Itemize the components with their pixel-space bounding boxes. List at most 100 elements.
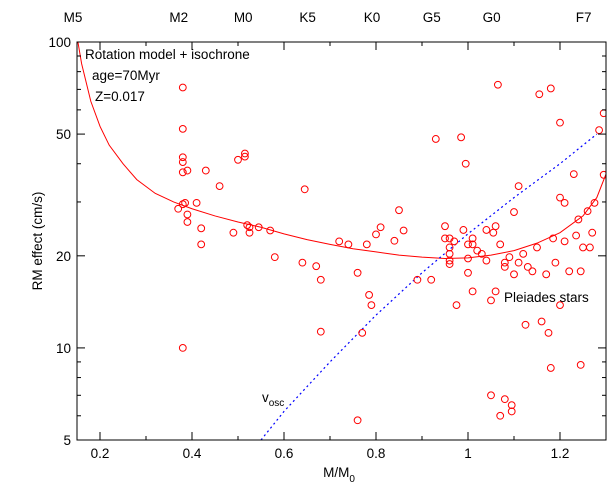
pleiades-star-point: [576, 267, 585, 276]
pleiades-star-point: [572, 231, 580, 240]
pleiades-star-point: [523, 263, 532, 271]
pleiades-star-point: [595, 126, 603, 135]
pleiades-star-point: [507, 407, 516, 416]
pleiades-star-point: [590, 198, 599, 207]
rotation-model-curve: [77, 42, 606, 260]
x-tick-label: 0.4: [183, 446, 202, 461]
pleiades-star-point: [245, 223, 254, 232]
pleiades-star-point: [300, 185, 309, 194]
pleiades-star-point: [192, 198, 201, 207]
pleiades-star-point: [514, 182, 523, 191]
pleiades-star-point: [376, 223, 385, 232]
pleiades-star-point: [445, 249, 454, 258]
x-tick-label: 0.8: [367, 446, 386, 461]
y-tick-label: 5: [63, 433, 71, 448]
spectral-type-label: G0: [483, 10, 501, 25]
pleiades-star-point: [505, 253, 514, 262]
pleiades-star-point: [461, 159, 470, 168]
pleiades-star-point: [468, 240, 477, 249]
pleiades-star-point: [507, 401, 516, 410]
pleiades-star-point: [588, 228, 597, 237]
pleiades-star-point: [579, 243, 587, 252]
pleiades-star-point: [178, 83, 187, 92]
pleiades-star-point: [441, 234, 449, 243]
pleiades-star-point: [229, 228, 238, 237]
axes: 0.2 0.4 0.6 0.8 1 1.2 5 10 20 50 100 M5 M2 M0 K5 K0 G5 G0…: [48, 10, 607, 461]
pleiades-star-point: [399, 226, 408, 235]
pleiades-star-point: [468, 287, 477, 296]
pleiades-star-point: [556, 301, 564, 310]
pleiades-star-point: [599, 170, 606, 179]
vosc-curve: [260, 133, 598, 440]
pleiades-star-point: [312, 262, 321, 271]
pleiades-star-point: [445, 260, 454, 268]
pleiades-star-point: [178, 153, 187, 162]
pleiades-star-point: [335, 237, 344, 246]
pleiades-star-point: [178, 158, 187, 166]
pleiades-star-point: [542, 270, 551, 279]
pleiades-star-point: [565, 267, 574, 276]
pleiades-star-point: [174, 204, 183, 213]
pleiades-star-point: [183, 210, 192, 219]
pleiades-star-point: [452, 301, 461, 310]
pleiades-star-point: [535, 90, 544, 99]
pleiades-star-point: [528, 267, 537, 276]
spectral-type-label: G5: [423, 10, 441, 25]
spectral-type-label: F7: [576, 10, 592, 25]
y-tick-label: 50: [56, 127, 71, 142]
pleiades-star-point: [583, 207, 592, 216]
pleiades-star-point: [473, 246, 482, 255]
annotation-model: Rotation model + isochrone: [85, 47, 250, 62]
pleiades-star-point: [494, 80, 502, 89]
pleiades-star-point: [491, 287, 500, 296]
pleiades-star-point: [546, 84, 555, 93]
pleiades-star-point: [413, 275, 422, 284]
pleiades-star-point: [441, 222, 449, 231]
x-tick-label: 1: [464, 446, 472, 461]
pleiades-star-point: [551, 258, 560, 267]
pleiades-star-point: [544, 328, 553, 337]
pleiades-star-point: [353, 416, 362, 425]
pleiades-star-point: [464, 240, 472, 249]
pleiades-star-point: [181, 198, 190, 207]
pleiades-star-point: [367, 301, 376, 310]
pleiades-star-point: [500, 258, 509, 267]
pleiades-star-point: [266, 226, 275, 235]
pleiades-star-point: [464, 254, 472, 263]
pleiades-star-point: [482, 256, 491, 265]
pleiades-star-point: [395, 206, 403, 215]
pleiades-star-point: [241, 152, 249, 161]
pleiades-star-point: [234, 155, 242, 164]
pleiades-star-point: [487, 296, 495, 305]
pleiades-star-point: [372, 230, 380, 239]
pleiades-star-point: [365, 291, 374, 299]
pleiades-star-point: [178, 124, 187, 133]
spectral-type-label: K5: [299, 10, 316, 25]
pleiades-star-point: [556, 118, 564, 127]
x-tick-label: 0.6: [275, 446, 294, 461]
pleiades-star-point: [178, 168, 187, 177]
pleiades-star-point: [576, 360, 585, 369]
pleiades-star-point: [560, 198, 569, 207]
pleiades-star-point: [450, 237, 459, 246]
pleiades-star-point: [546, 364, 555, 372]
pleiades-star-point: [201, 166, 210, 175]
x-axis-label: M/M0: [323, 465, 355, 485]
pleiades-star-point: [243, 221, 252, 230]
pleiades-star-point: [459, 226, 468, 234]
pleiades-star-point: [533, 243, 541, 252]
pleiades-star-point: [514, 258, 523, 267]
pleiades-star-point: [560, 237, 569, 246]
pleiades-star-point: [431, 135, 440, 143]
pleiades-star-point: [427, 275, 436, 284]
pleiades-star-point: [468, 234, 477, 243]
pleiades-star-point: [245, 228, 254, 237]
pleiades-star-point: [298, 258, 307, 267]
pleiades-star-point: [500, 263, 509, 271]
series-lines: [77, 42, 606, 440]
pleiades-star-point: [178, 344, 187, 352]
spectral-type-label: M5: [64, 10, 83, 25]
y-tick-label: 100: [48, 35, 71, 50]
pleiades-star-point: [197, 224, 206, 233]
